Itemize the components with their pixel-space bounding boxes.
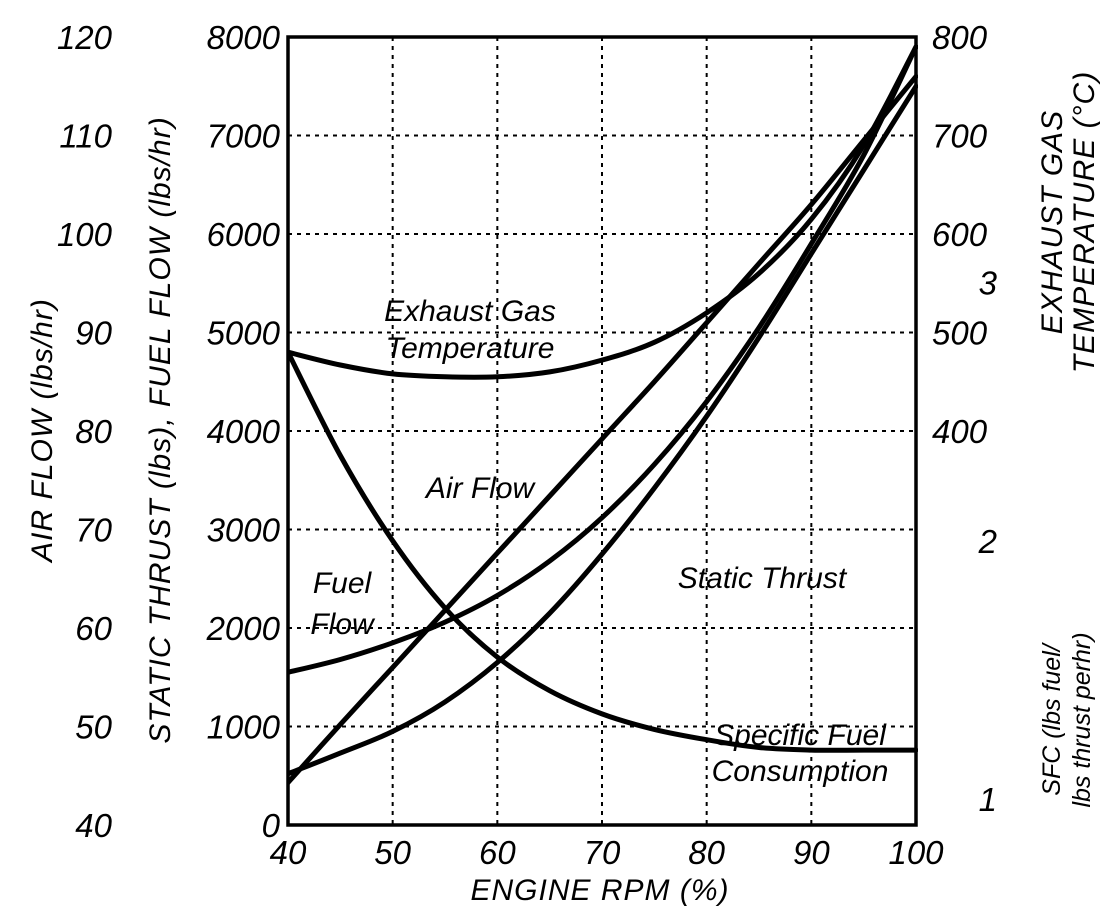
- air-flow-tick-label: 50: [75, 709, 112, 746]
- sfc-axis-title-line-2: lbs thrust perhr): [1068, 632, 1096, 807]
- series-label-air-flow: Air Flow: [424, 472, 537, 505]
- x-tick-label: 90: [793, 834, 830, 871]
- series-label-exhaust-gas-temperature: Exhaust Gas: [384, 295, 556, 328]
- air-flow-tick-label: 70: [75, 512, 112, 549]
- egt-tick-label: 400: [932, 413, 988, 450]
- series-line-air-flow: [288, 73, 918, 786]
- x-tick-label: 40: [270, 834, 307, 871]
- series-label-exhaust-gas-temperature: Temperature: [386, 332, 555, 365]
- plot-frame: [286, 35, 918, 827]
- series-line-exhaust-gas-temperature: [288, 44, 918, 380]
- x-tick-label: 100: [888, 834, 944, 871]
- sfc-tick-label: 2: [978, 523, 997, 560]
- tick-labels: 40 50 60 70 80 90 100 40 50 60 70 80 90 100 110 120 0 100…: [57, 19, 998, 871]
- air-flow-tick-label: 120: [57, 19, 113, 56]
- air-flow-tick-label: 100: [57, 216, 113, 253]
- thrust-fuel-axis-title: STATIC THRUST (lbs), FUEL FLOW (lbs/hr): [144, 116, 177, 743]
- series-label-static-thrust: Static Thrust: [678, 562, 848, 595]
- series-lines: [288, 44, 918, 786]
- thrust-fuel-tick-label: 1000: [207, 709, 281, 746]
- air-flow-tick-label: 80: [75, 413, 112, 450]
- air-flow-tick-label: 40: [75, 807, 112, 844]
- air-flow-tick-label: 60: [75, 610, 112, 647]
- x-axis-title: ENGINE RPM (%): [470, 874, 729, 907]
- series-line-static-thrust: [288, 83, 918, 777]
- thrust-fuel-tick-label: 8000: [207, 19, 281, 56]
- series-label-fuel-flow: Flow: [310, 608, 376, 641]
- series-labels: Exhaust Gas Temperature Air Flow Fuel Flow St…: [310, 295, 888, 788]
- thrust-fuel-tick-label: 7000: [207, 118, 281, 155]
- sfc-axis-title-line-1: SFC (lbs fuel/: [1038, 641, 1066, 795]
- x-tick-label: 60: [479, 834, 516, 871]
- series-line-specific-fuel-consumption: [288, 349, 918, 753]
- x-tick-label: 80: [688, 834, 725, 871]
- x-tick-label: 50: [374, 834, 411, 871]
- series-label-specific-fuel-consumption: Consumption: [712, 755, 889, 788]
- egt-axis-title-line-2: TEMPERATURE (°C): [1068, 71, 1101, 373]
- x-tick-label: 70: [584, 834, 621, 871]
- egt-tick-label: 800: [932, 19, 988, 56]
- thrust-fuel-tick-label: 4000: [207, 413, 281, 450]
- egt-tick-label: 600: [932, 216, 988, 253]
- air-flow-tick-label: 90: [75, 315, 112, 352]
- series-label-fuel-flow: Fuel: [313, 567, 373, 600]
- air-flow-tick-label: 110: [59, 118, 112, 155]
- series-label-specific-fuel-consumption: Specific Fuel: [714, 719, 887, 752]
- air-flow-axis-title: AIR FLOW (lbs/hr): [26, 298, 59, 564]
- grid-lines: [288, 37, 916, 825]
- thrust-fuel-tick-label: 5000: [207, 315, 281, 352]
- thrust-fuel-tick-label: 2000: [206, 610, 281, 647]
- sfc-tick-label: 1: [979, 781, 997, 818]
- thrust-fuel-tick-label: 0: [262, 807, 281, 844]
- egt-axis-title-line-1: EXHAUST GAS: [1036, 110, 1069, 334]
- sfc-tick-label: 3: [979, 264, 998, 301]
- thrust-fuel-tick-label: 3000: [207, 512, 281, 549]
- egt-tick-label: 700: [932, 118, 988, 155]
- egt-tick-label: 500: [932, 315, 988, 352]
- series-line-fuel-flow: [288, 44, 918, 675]
- thrust-fuel-tick-label: 6000: [207, 216, 281, 253]
